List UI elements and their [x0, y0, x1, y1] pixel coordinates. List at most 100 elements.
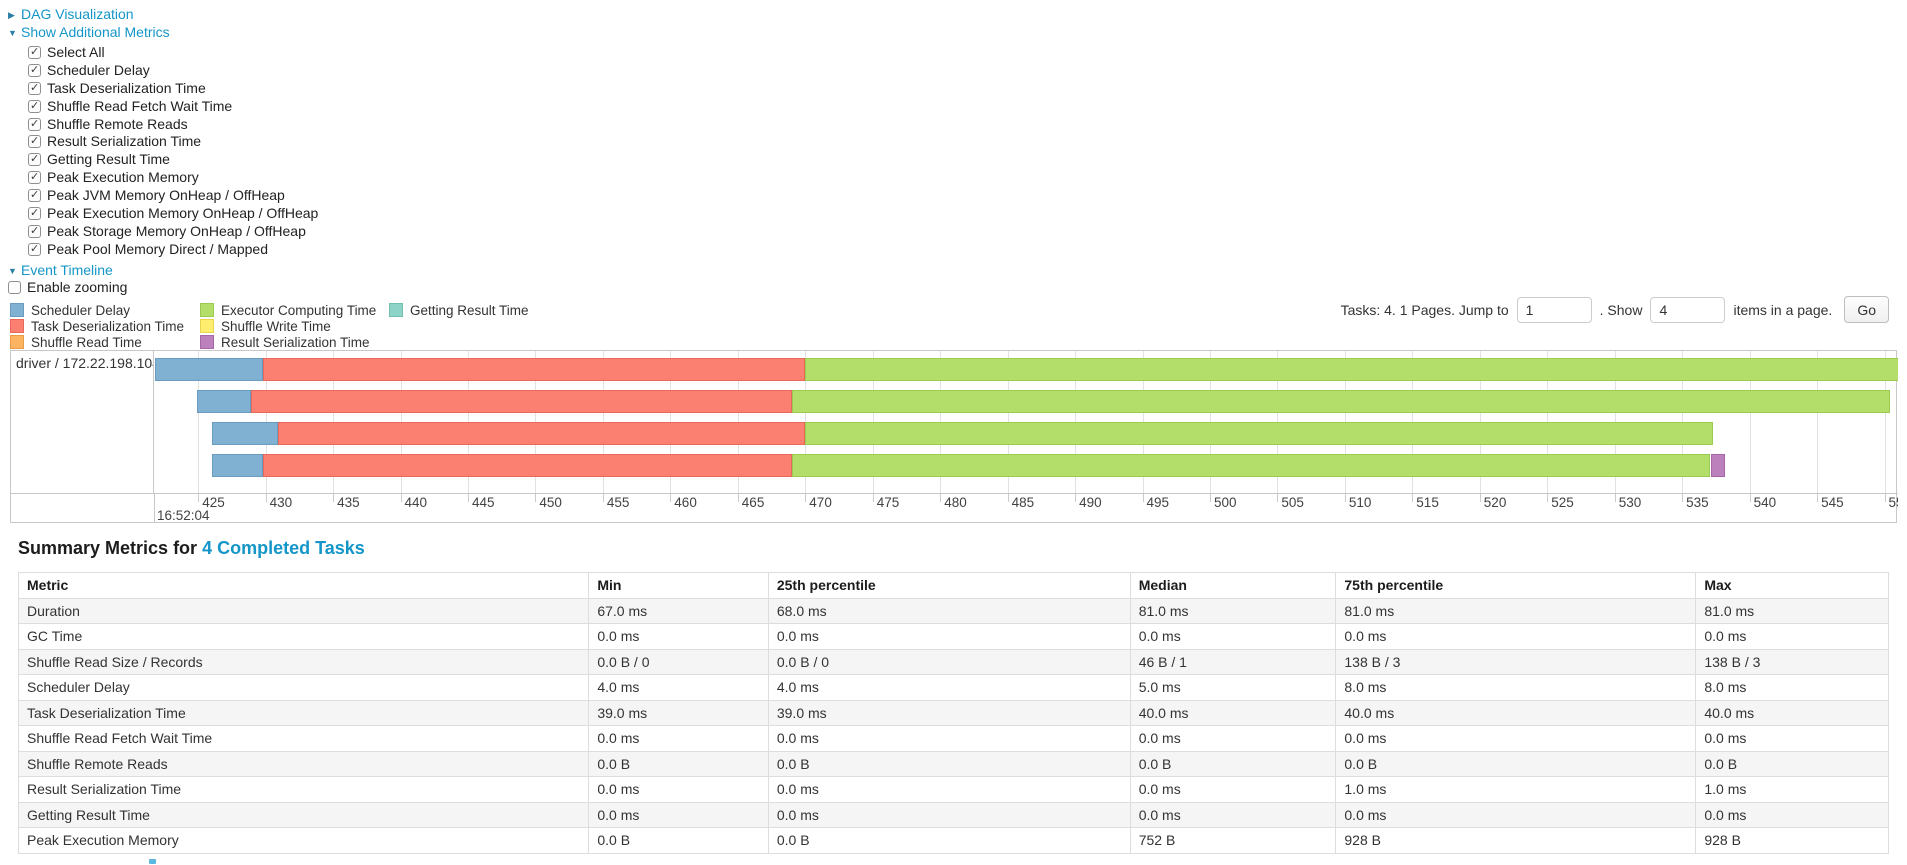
metric-name-cell: Task Deserialization Time — [17, 699, 590, 726]
metric-checkbox-row-9[interactable]: Peak Execution Memory OnHeap / OffHeap — [8, 205, 318, 223]
metric-checkbox-row-0[interactable]: Select All — [8, 44, 318, 62]
metric-checkbox-label: Peak Pool Memory Direct / Mapped — [47, 240, 268, 257]
metric-checkbox[interactable] — [28, 62, 41, 80]
timeline-tick — [1479, 494, 1481, 502]
timeline-tick — [805, 494, 807, 502]
metric-checkbox[interactable] — [28, 223, 41, 241]
items-in-page-text: items in a page. — [1733, 301, 1833, 318]
timeline-tick-label: 425 — [202, 495, 225, 510]
timeline-bar-executor-computing[interactable] — [791, 454, 1711, 477]
timeline-bar-scheduler-delay[interactable] — [196, 390, 251, 413]
table-row: GC Time 0.0 ms 0.0 ms 0.0 ms 0.0 ms 0.0 ms — [17, 623, 1889, 650]
metric-value-cell: 1.0 ms — [1335, 776, 1697, 803]
metric-checkbox[interactable] — [28, 151, 41, 169]
metric-checkbox[interactable] — [28, 116, 41, 133]
timeline-tick — [872, 494, 874, 502]
metric-checkbox[interactable] — [28, 98, 41, 116]
timeline-plot-area[interactable] — [155, 351, 1898, 493]
metric-value-cell: 0.0 ms — [1129, 801, 1337, 828]
timeline-group-label: driver / 172.22.198.104 — [11, 351, 154, 493]
timeline-tick-label: 535 — [1686, 495, 1709, 510]
event-timeline-toggle[interactable]: ▼ Event Timeline — [8, 261, 318, 279]
metric-checkbox-row-1[interactable]: Scheduler Delay — [8, 62, 318, 80]
metric-checkbox-row-3[interactable]: Shuffle Read Fetch Wait Time — [8, 98, 318, 116]
metric-value-cell: 928 B — [1335, 827, 1697, 854]
timeline-tick — [1817, 494, 1819, 502]
timeline-bar-task-deserialization[interactable] — [262, 454, 792, 477]
metric-checkbox-label: Peak Storage Memory OnHeap / OffHeap — [47, 222, 306, 239]
timeline-bar-executor-computing[interactable] — [791, 390, 1890, 413]
timeline-tick — [265, 494, 267, 502]
table-header-cell: 75th percentile — [1335, 572, 1697, 599]
timeline-tick — [1412, 494, 1414, 502]
metric-checkbox-row-6[interactable]: Getting Result Time — [8, 151, 318, 169]
metric-value-cell: 0.0 ms — [767, 801, 1131, 828]
timeline-tick — [1547, 494, 1549, 502]
metric-value-cell: 40.0 ms — [1335, 699, 1697, 726]
metric-checkbox[interactable] — [28, 241, 41, 259]
legend-item-scheduler-delay: Scheduler Delay — [10, 303, 184, 319]
metric-checkbox-label: Peak Execution Memory OnHeap / OffHeap — [47, 205, 319, 222]
timeline-bar-task-deserialization[interactable] — [262, 358, 806, 381]
enable-zooming-checkbox[interactable] — [8, 280, 21, 294]
metric-value-cell: 0.0 B — [767, 750, 1131, 777]
metric-checkbox-row-4[interactable]: Shuffle Remote Reads — [8, 115, 318, 133]
timeline-tick — [1075, 494, 1077, 502]
timeline-tick-label: 485 — [1011, 495, 1035, 510]
timeline-bar-scheduler-delay[interactable] — [211, 422, 278, 445]
event-timeline-chart: driver / 172.22.198.104 425 430 435 440 445 4… — [10, 350, 1898, 523]
metric-checkbox[interactable] — [28, 187, 41, 205]
go-button[interactable]: Go — [1844, 296, 1889, 323]
dag-visualization-link[interactable]: DAG Visualization — [21, 6, 134, 22]
timeline-tick-label: 515 — [1416, 495, 1439, 510]
metric-checkbox-label: Shuffle Remote Reads — [47, 115, 188, 132]
event-timeline-link[interactable]: Event Timeline — [21, 261, 113, 278]
timeline-bar-scheduler-delay[interactable] — [155, 358, 263, 381]
timeline-tick-label: 470 — [809, 495, 832, 510]
metric-checkbox-row-2[interactable]: Task Deserialization Time — [8, 80, 318, 98]
metric-value-cell: 81.0 ms — [1129, 597, 1337, 624]
timeline-tick-label: 545 — [1821, 495, 1844, 510]
timeline-tick-label: 450 — [539, 495, 562, 510]
metric-value-cell: 0.0 ms — [588, 776, 769, 803]
jump-to-page-input[interactable] — [1516, 296, 1592, 323]
metric-checkbox[interactable] — [28, 80, 41, 98]
legend-column: Getting Result Time — [389, 303, 529, 319]
timeline-bar-executor-computing[interactable] — [805, 422, 1714, 445]
metric-value-cell: 8.0 ms — [1695, 674, 1889, 701]
timeline-bar-task-deserialization[interactable] — [277, 422, 806, 445]
timeline-tick — [1007, 494, 1009, 502]
metric-value-cell: 0.0 B — [588, 750, 769, 777]
metric-value-cell: 67.0 ms — [588, 597, 769, 624]
metric-checkbox-row-8[interactable]: Peak JVM Memory OnHeap / OffHeap — [8, 187, 318, 205]
timeline-bar-result-serialization[interactable] — [1710, 454, 1726, 477]
legend-item-executor-computing: Executor Computing Time — [200, 303, 376, 319]
metric-checkbox-row-10[interactable]: Peak Storage Memory OnHeap / OffHeap — [8, 223, 318, 241]
metric-checkbox[interactable] — [28, 133, 41, 151]
metric-checkbox-row-11[interactable]: Peak Pool Memory Direct / Mapped — [8, 241, 318, 259]
metric-checkbox-row-5[interactable]: Result Serialization Time — [8, 133, 318, 151]
metric-checkbox-label: Task Deserialization Time — [47, 79, 206, 96]
metric-value-cell: 0.0 ms — [1335, 801, 1697, 828]
metric-value-cell: 5.0 ms — [1129, 674, 1337, 701]
metric-name-cell: Shuffle Remote Reads — [17, 750, 590, 777]
completed-tasks-link[interactable]: 4 Completed Tasks — [202, 538, 365, 558]
enable-zooming-option[interactable]: Enable zooming — [8, 279, 318, 297]
legend-item-result-serialization: Result Serialization Time — [200, 335, 376, 351]
metric-checkbox[interactable] — [28, 205, 41, 223]
metric-checkbox-row-7[interactable]: Peak Execution Memory — [8, 169, 318, 187]
show-additional-metrics-toggle[interactable]: ▼ Show Additional Metrics — [8, 23, 318, 41]
dag-visualization-toggle[interactable]: ▶ DAG Visualization — [8, 5, 318, 23]
show-additional-metrics-link[interactable]: Show Additional Metrics — [21, 24, 170, 40]
metric-checkbox[interactable] — [28, 44, 41, 62]
items-per-page-input[interactable] — [1650, 296, 1726, 323]
timeline-tick-label: 540 — [1753, 495, 1777, 510]
legend-label: Result Serialization Time — [221, 335, 370, 351]
metric-checkbox[interactable] — [28, 169, 41, 187]
timeline-bar-scheduler-delay[interactable] — [211, 454, 263, 477]
timeline-bar-executor-computing[interactable] — [805, 358, 1898, 381]
timeline-gridline — [1817, 351, 1819, 493]
table-row: Shuffle Read Size / Records 0.0 B / 0 0.0 … — [17, 648, 1889, 675]
legend-swatch-task-deserialization — [10, 319, 24, 334]
timeline-bar-task-deserialization[interactable] — [250, 390, 792, 413]
